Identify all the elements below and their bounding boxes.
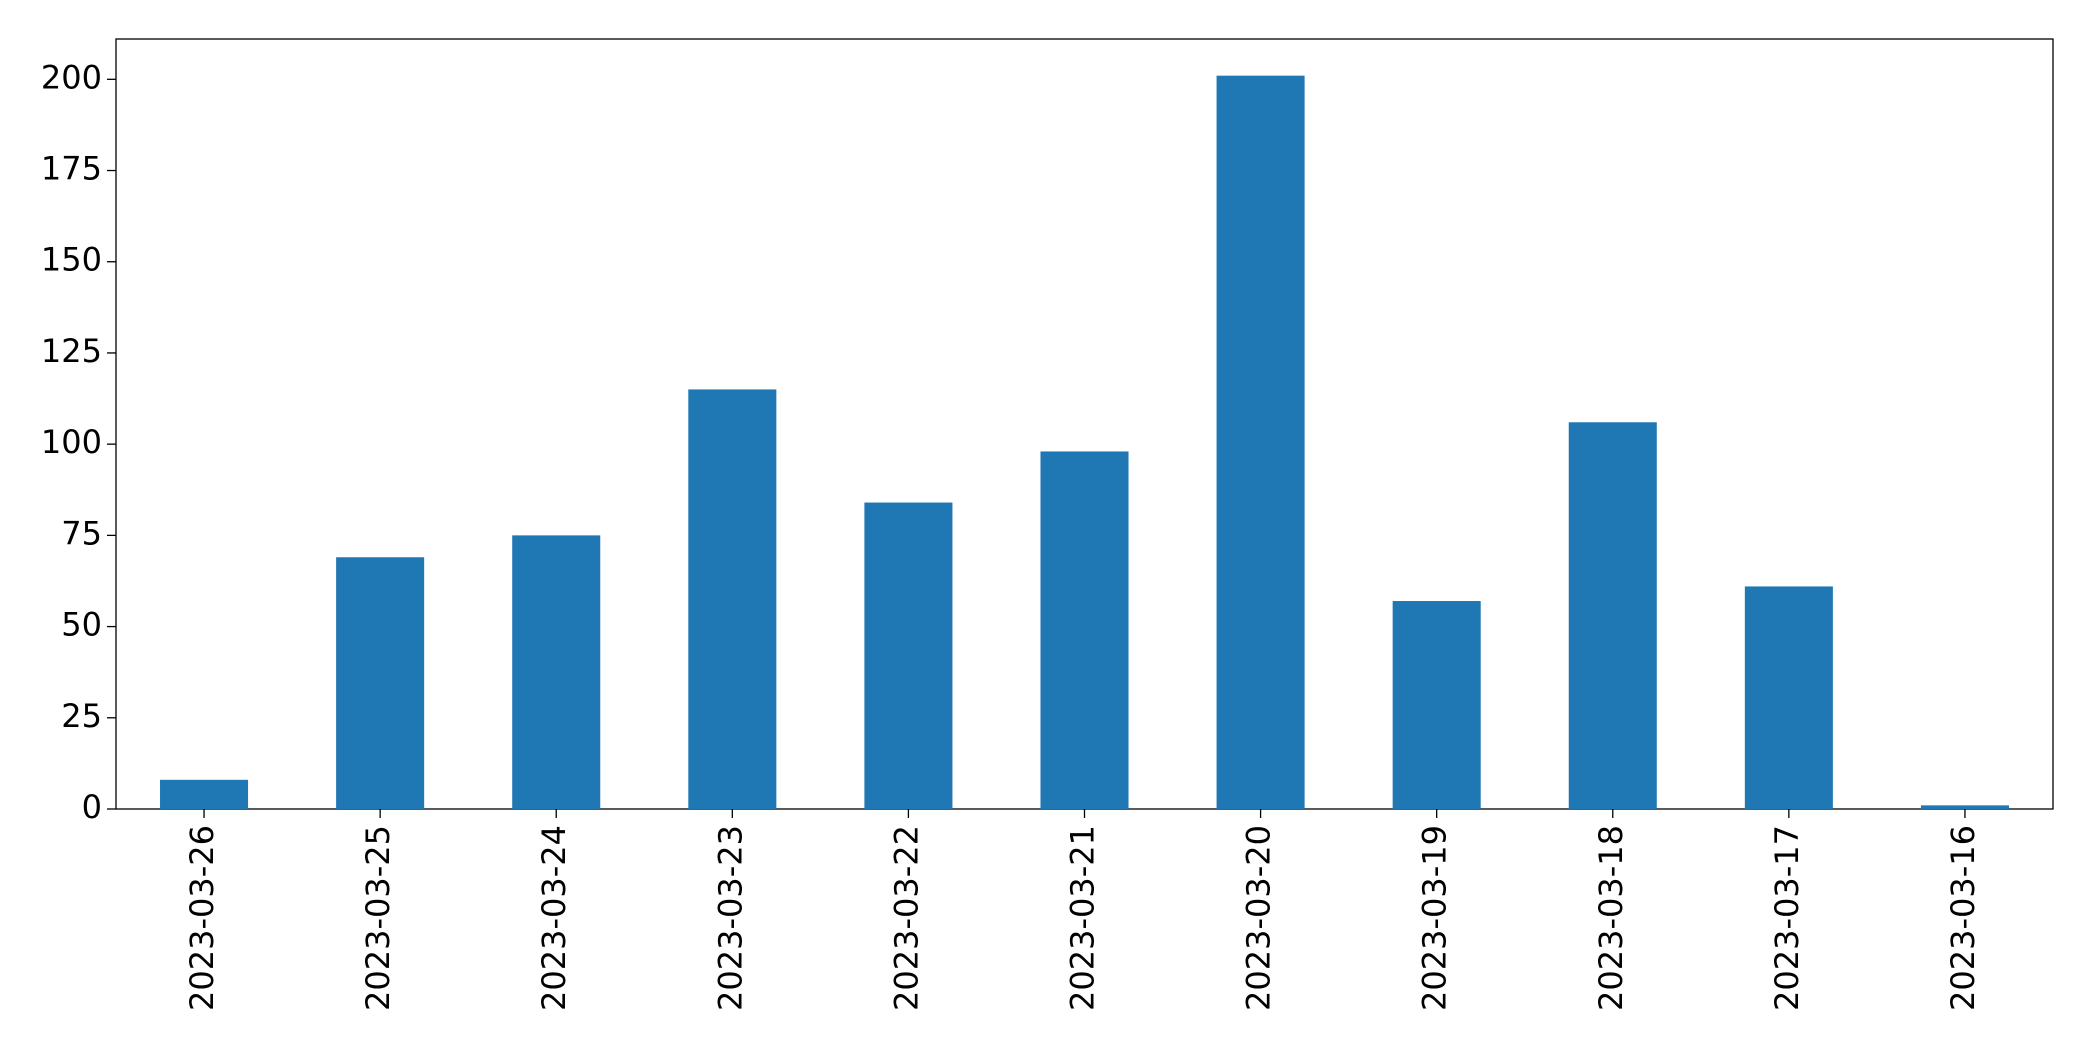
x-tick-label: 2023-03-19 <box>1416 825 1454 1011</box>
bar <box>512 535 601 809</box>
bar <box>1744 586 1833 809</box>
x-tick-label: 2023-03-22 <box>887 825 925 1011</box>
y-tick-label: 175 <box>41 150 102 188</box>
y-tick-label: 0 <box>82 788 102 826</box>
x-tick-label: 2023-03-18 <box>1592 825 1630 1011</box>
y-tick-label: 100 <box>41 423 102 461</box>
x-tick-label: 2023-03-26 <box>183 825 221 1011</box>
y-tick-label: 25 <box>61 697 102 735</box>
x-tick-label: 2023-03-24 <box>535 825 573 1011</box>
x-tick-label: 2023-03-21 <box>1064 825 1102 1011</box>
x-tick-label: 2023-03-16 <box>1944 825 1982 1011</box>
bar <box>1392 601 1481 809</box>
x-tick-label: 2023-03-25 <box>359 825 397 1011</box>
x-tick-label: 2023-03-17 <box>1768 825 1806 1011</box>
y-tick-label: 150 <box>41 241 102 279</box>
bar <box>1568 422 1657 809</box>
y-tick-label: 200 <box>41 58 102 96</box>
bar <box>1040 451 1129 809</box>
x-tick-label: 2023-03-20 <box>1240 825 1278 1011</box>
y-tick-label: 125 <box>41 332 102 370</box>
bar <box>1920 805 2009 809</box>
bar <box>336 557 425 809</box>
x-tick-label: 2023-03-23 <box>711 825 749 1011</box>
bar <box>864 502 953 809</box>
y-tick-label: 75 <box>61 514 102 552</box>
y-tick-label: 50 <box>61 606 102 644</box>
bar <box>688 389 777 809</box>
bar <box>1216 75 1305 809</box>
bar <box>160 779 249 809</box>
